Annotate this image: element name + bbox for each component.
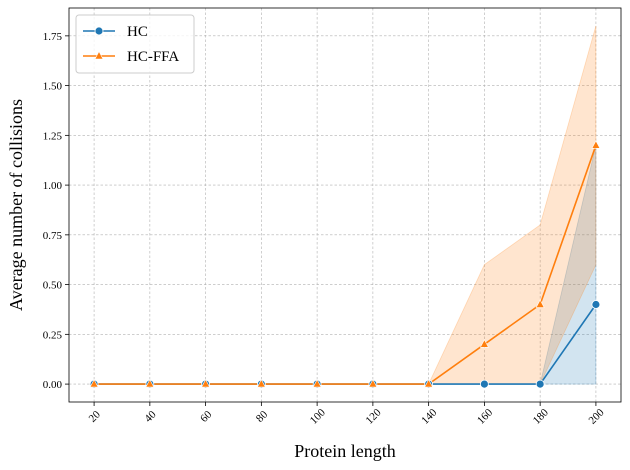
x-tick-label: 180 [531, 406, 552, 427]
hc-ffa-point [145, 378, 155, 388]
x-tick-label: 200 [587, 406, 608, 427]
x-tick-label: 60 [198, 408, 215, 425]
grid [69, 8, 621, 402]
y-tick-label: 1.00 [43, 180, 63, 192]
axis-ticks [65, 35, 597, 406]
legend-entries: HC HC-FFA [83, 24, 179, 65]
y-tick-label: 0.50 [43, 280, 63, 292]
y-tick-label: 1.50 [43, 81, 63, 93]
x-tick-label: 40 [142, 408, 159, 425]
y-tick-labels: 0.00 0.25 0.50 0.75 1.00 1.25 1.50 1.75 [43, 31, 63, 391]
legend-label-hc: HC [127, 24, 148, 40]
plot-frame [68, 7, 622, 403]
x-tick-labels: 20 40 60 80 100 120 140 160 180 200 [87, 406, 607, 427]
hc-ffa-band [94, 25, 597, 385]
hc-ffa-line [94, 145, 597, 385]
x-tick-label: 100 [308, 406, 329, 427]
y-tick-label: 0.00 [43, 379, 63, 391]
hc-ffa-point [368, 378, 378, 388]
hc-ffa-point [201, 378, 211, 388]
y-tick-label: 0.25 [43, 329, 63, 341]
confidence-bands [94, 25, 597, 385]
legend-box [75, 14, 195, 74]
x-tick-label: 80 [254, 408, 271, 425]
hc-ffa-point [424, 378, 434, 388]
legend-label-hc-ffa: HC-FFA [127, 49, 179, 65]
x-tick-label: 20 [87, 408, 104, 425]
legend-marker-hc [94, 26, 104, 36]
hc-ffa-point [256, 378, 266, 388]
hc-point [479, 379, 489, 389]
x-axis-title: Protein length [294, 441, 396, 461]
series-markers [89, 140, 601, 389]
hc-point [535, 379, 545, 389]
x-tick-label: 160 [475, 406, 496, 427]
y-axis-title: Average number of collisions [6, 99, 26, 311]
y-tick-label: 1.25 [43, 130, 63, 142]
hc-ffa-point [89, 378, 99, 388]
legend: HC HC-FFA [75, 14, 195, 74]
hc-ffa-point [479, 339, 489, 348]
hc-point [591, 300, 601, 309]
hc-ffa-point [535, 299, 545, 308]
x-tick-label: 120 [364, 406, 385, 427]
x-tick-label: 140 [419, 406, 440, 427]
y-tick-label: 1.75 [43, 31, 63, 43]
series-lines [94, 145, 597, 385]
hc-ffa-point [591, 140, 601, 149]
legend-marker-hc-ffa [94, 50, 104, 60]
hc-ffa-point [312, 378, 322, 388]
y-tick-label: 0.75 [43, 230, 63, 242]
